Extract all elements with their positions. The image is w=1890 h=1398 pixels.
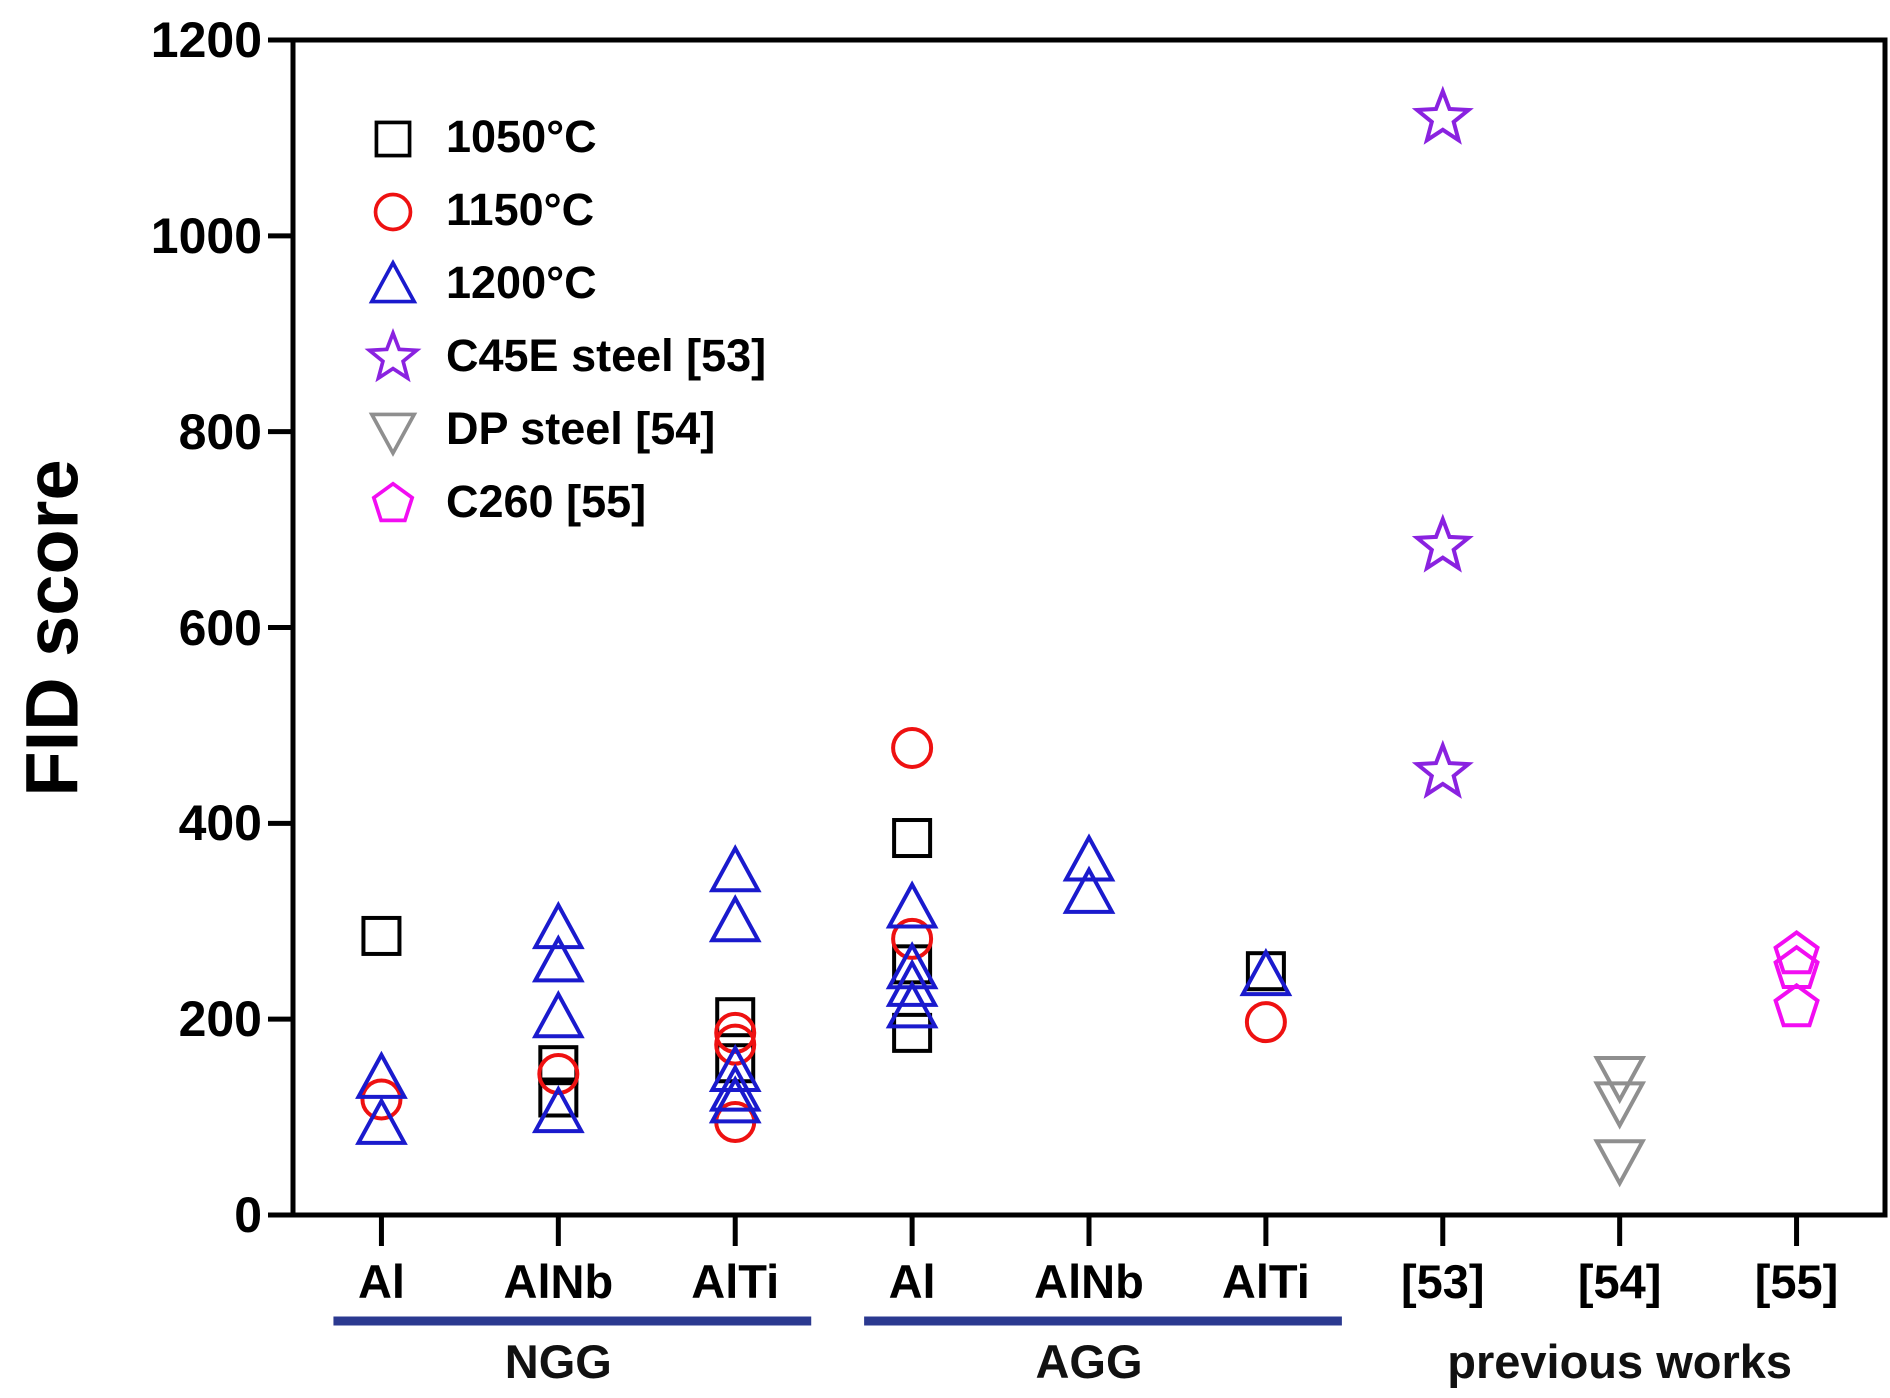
- legend-item-c45e-steel-53: C45E steel [53]: [362, 319, 766, 392]
- star-icon: [364, 327, 422, 382]
- y-tick-label: 0: [234, 1187, 262, 1243]
- legend-label: 1150°C: [446, 183, 595, 235]
- data-point-1200-c: [708, 844, 762, 893]
- legend-marker-circle: [373, 192, 413, 231]
- data-point-1200-c: [531, 1085, 585, 1134]
- data-point-1200-c: [708, 1043, 762, 1093]
- y-tick-label: 1000: [150, 207, 262, 264]
- data-point-c260-55: [1773, 930, 1820, 975]
- data-point-1200-c: [1239, 947, 1293, 997]
- legend-marker-pentagon: [371, 481, 415, 522]
- data-point-1200-c: [1062, 833, 1116, 882]
- data-point-1200-c: [531, 900, 585, 950]
- legend-item-1200-c: 1200°C: [362, 246, 766, 319]
- triangle-down-icon: [368, 412, 418, 457]
- data-point-1150-c: [1244, 1001, 1287, 1044]
- data-point-dp-steel-54: [1593, 1081, 1647, 1130]
- data-point-1200-c: [885, 958, 939, 1007]
- legend-item-1050-c: 1050°C: [362, 100, 766, 173]
- data-point-c45e-steel-53: [1411, 513, 1474, 573]
- series-c260-55: [1773, 930, 1820, 1028]
- legend-label: C45E steel [53]: [446, 329, 767, 381]
- data-point-1200-c: [708, 1063, 762, 1112]
- series-c45e-steel-53: [1411, 85, 1474, 799]
- legend-label: 1050°C: [446, 110, 597, 162]
- legend-label: 1200°C: [446, 256, 597, 308]
- circle-icon: [373, 192, 413, 231]
- y-tick-label: 600: [178, 599, 262, 656]
- data-point-1150-c: [891, 726, 934, 769]
- series-1150-c: [360, 726, 1287, 1143]
- data-point-1150-c: [891, 917, 934, 960]
- y-tick-label: 1200: [150, 12, 262, 68]
- y-axis-label: FID score: [10, 459, 94, 797]
- data-point-c45e-steel-53: [1411, 739, 1474, 799]
- legend-marker-triangle-down: [368, 412, 418, 457]
- pentagon-icon: [371, 481, 415, 522]
- y-tick-label: 200: [178, 991, 262, 1048]
- x-tick-label-alti-5: AlTi: [1221, 1255, 1310, 1308]
- data-point-1200-c: [885, 980, 939, 1029]
- data-point-c45e-steel-53: [1411, 85, 1474, 145]
- x-tick-label-54-7: [54]: [1577, 1255, 1662, 1308]
- data-point-1200-c: [531, 934, 585, 983]
- series-dp-steel-54: [1593, 1055, 1647, 1188]
- data-point-1050-c: [361, 915, 402, 956]
- data-point-1200-c: [1062, 865, 1116, 914]
- x-tick-label-alnb-4: AlNb: [1034, 1255, 1144, 1308]
- data-point-dp-steel-54: [1593, 1139, 1647, 1188]
- data-point-1200-c: [885, 880, 939, 929]
- y-tick-label: 400: [178, 795, 262, 852]
- data-point-c260-55: [1773, 982, 1820, 1028]
- x-tick-label-55-8: [55]: [1754, 1255, 1839, 1308]
- data-point-dp-steel-54: [1593, 1055, 1647, 1105]
- x-tick-label-53-6: [53]: [1400, 1255, 1485, 1308]
- data-point-1150-c: [360, 1078, 403, 1121]
- x-tick-label-alti-2: AlTi: [691, 1255, 780, 1308]
- legend-marker-triangle-up: [368, 258, 418, 303]
- square-icon: [374, 120, 412, 157]
- legend-marker-star: [364, 327, 422, 382]
- legend-item-c260-55: C260 [55]: [362, 465, 766, 538]
- data-point-1200-c: [708, 1075, 762, 1124]
- legend-item-1150-c: 1150°C: [362, 173, 766, 246]
- data-point-1200-c: [708, 894, 762, 943]
- data-point-1050-c: [538, 1077, 579, 1118]
- legend-item-dp-steel-54: DP steel [54]: [362, 392, 766, 465]
- y-tick-label: 800: [178, 403, 262, 460]
- x-tick-label-al-3: Al: [888, 1255, 936, 1308]
- group-label-ngg: NGG: [504, 1335, 612, 1388]
- series-1200-c: [355, 833, 1293, 1145]
- data-point-1050-c: [892, 818, 933, 859]
- legend: 1050°C 1150°C 1200°C C45E steel [53] DP stee…: [362, 100, 766, 538]
- group-label-previous-works: previous works: [1447, 1335, 1793, 1388]
- legend-label: DP steel [54]: [446, 402, 716, 454]
- data-point-1200-c: [531, 990, 585, 1039]
- x-tick-label-alnb-1: AlNb: [503, 1255, 614, 1308]
- data-point-1200-c: [355, 1096, 408, 1145]
- data-point-1050-c: [892, 1012, 933, 1053]
- x-tick-label-al-0: Al: [357, 1255, 405, 1308]
- legend-marker-square: [374, 120, 412, 157]
- series-1050-c: [361, 818, 1286, 1118]
- group-label-agg: AGG: [1035, 1335, 1143, 1388]
- data-point-1050-c: [715, 997, 756, 1038]
- triangle-up-icon: [368, 258, 418, 303]
- legend-label: C260 [55]: [446, 475, 647, 527]
